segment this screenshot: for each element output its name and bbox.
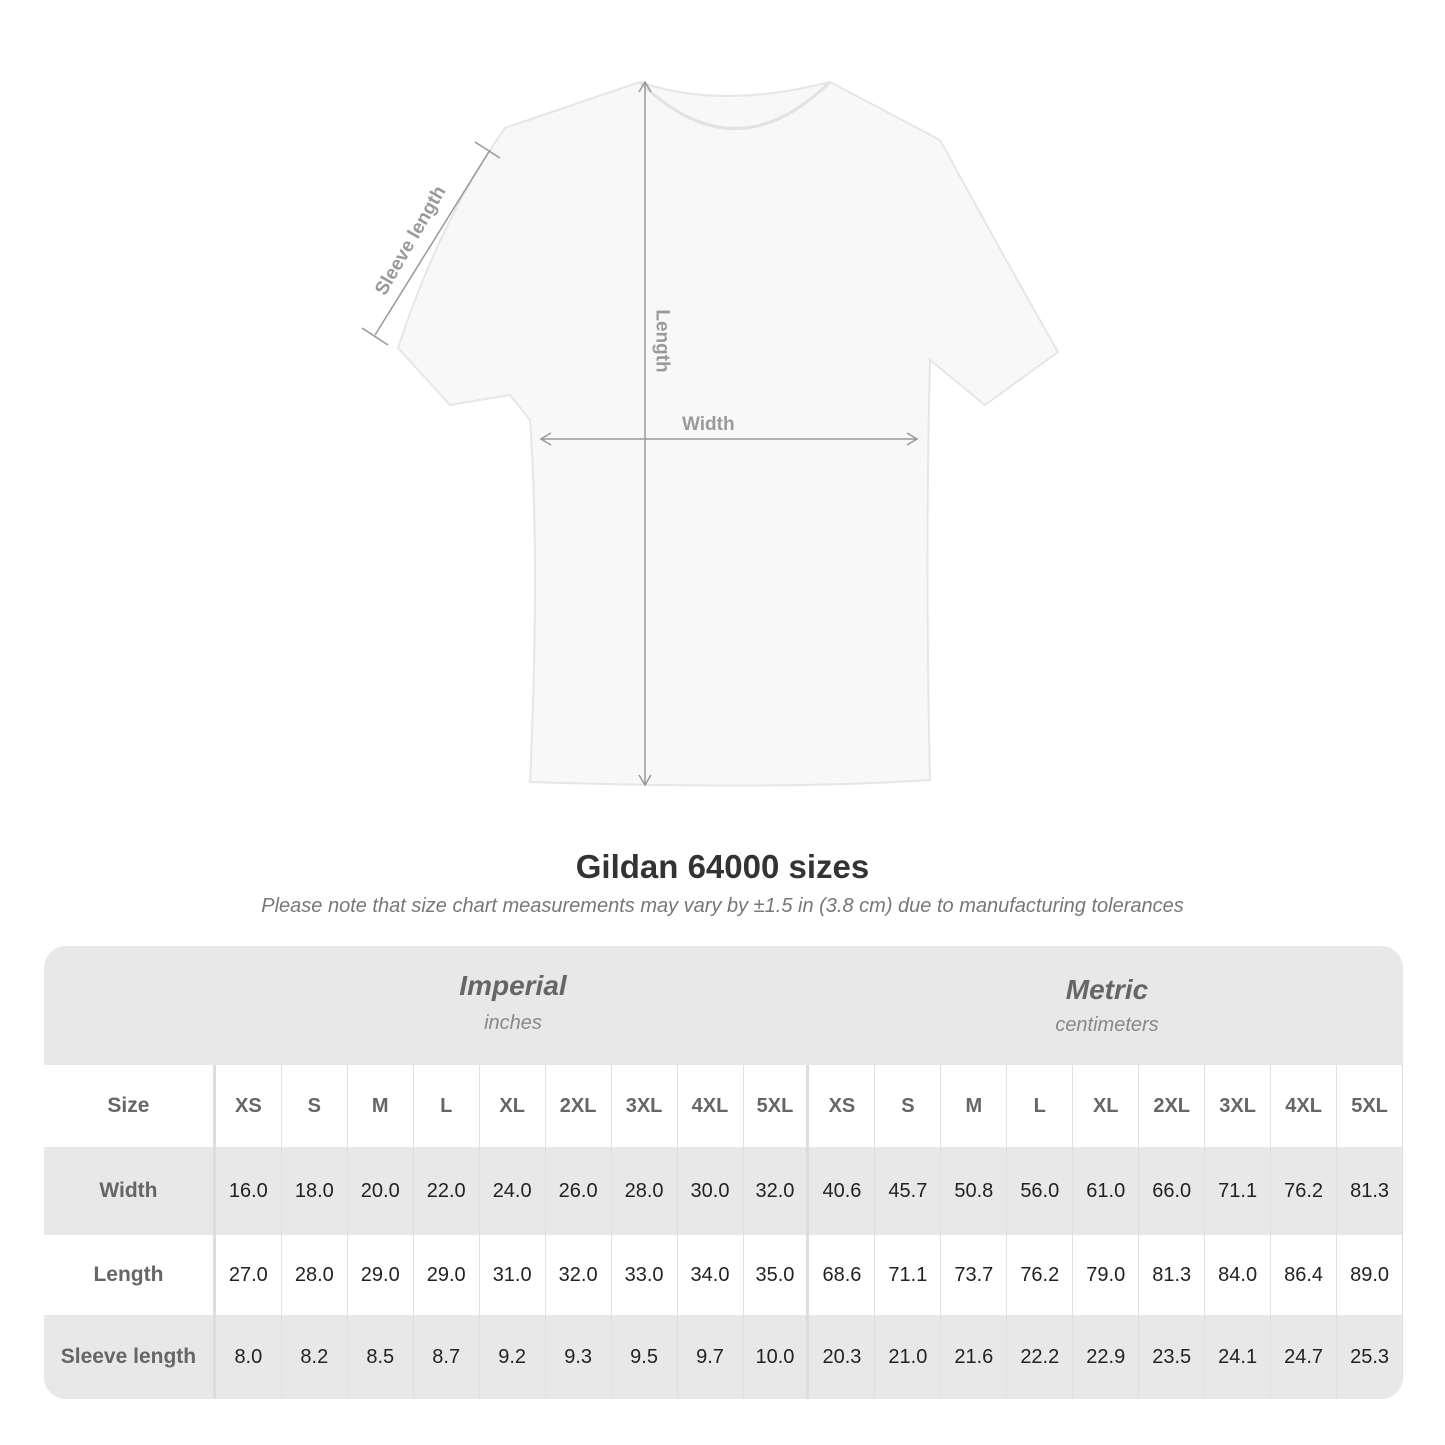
value-cell: 9.2 [480,1315,546,1399]
table-row: Length 27.0 28.0 29.0 29.0 31.0 32.0 33.0 34.0 35… [44,1235,1403,1315]
value-cell: 24.1 [1205,1315,1272,1399]
value-cell: 21.6 [941,1315,1008,1399]
value-cell: 45.7 [875,1147,942,1235]
metric-header: Metric centimeters [810,946,1403,1065]
value-cell: 25.3 [1337,1315,1403,1399]
value-cell: 40.6 [809,1147,876,1235]
value-cell: 32.0 [744,1147,810,1235]
value-cell: 8.7 [414,1315,480,1399]
imperial-title: Imperial [459,970,567,1001]
value-cell: 71.1 [875,1235,942,1315]
value-cell: 22.2 [1007,1315,1074,1399]
value-cell: 84.0 [1205,1235,1272,1315]
value-cell: 56.0 [1007,1147,1074,1235]
value-cell: 66.0 [1139,1147,1206,1235]
value-cell: 76.2 [1007,1235,1074,1315]
size-cell: XS [216,1065,282,1147]
metric-unit: centimeters [1055,1014,1159,1036]
value-cell: 76.2 [1271,1147,1338,1235]
size-cell: L [1007,1065,1074,1147]
value-cell: 73.7 [941,1235,1008,1315]
size-cell: 2XL [546,1065,612,1147]
value-cell: 35.0 [744,1235,810,1315]
value-cell: 68.6 [809,1235,876,1315]
value-cell: 8.0 [216,1315,282,1399]
value-cell: 79.0 [1073,1235,1140,1315]
tolerance-note: Please note that size chart measurements… [261,895,1184,917]
size-cell: 4XL [1271,1065,1338,1147]
value-cell: 20.0 [348,1147,414,1235]
row-label: Width [44,1147,216,1235]
value-cell: 31.0 [480,1235,546,1315]
metric-title: Metric [1065,974,1149,1005]
length-label: Length [651,309,673,373]
table-row: Width 16.0 18.0 20.0 22.0 24.0 26.0 28.0 30.0 32.… [44,1147,1403,1235]
table-row: Sleeve length 8.0 8.2 8.5 8.7 9.2 9.3 9.5 9.7 10.… [44,1315,1403,1399]
value-cell: 81.3 [1337,1147,1403,1235]
value-cell: 23.5 [1139,1315,1206,1399]
value-cell: 33.0 [612,1235,678,1315]
row-label: Size [44,1065,216,1147]
imperial-unit: inches [484,1012,542,1034]
value-cell: 10.0 [744,1315,810,1399]
value-cell: 21.0 [875,1315,942,1399]
value-cell: 8.2 [282,1315,348,1399]
value-cell: 24.7 [1271,1315,1338,1399]
value-cell: 26.0 [546,1147,612,1235]
size-cell: S [282,1065,348,1147]
size-cell: XL [1073,1065,1140,1147]
row-label: Length [44,1235,216,1315]
size-cell: 3XL [612,1065,678,1147]
value-cell: 9.7 [678,1315,744,1399]
size-cell: XL [480,1065,546,1147]
value-cell: 29.0 [348,1235,414,1315]
imperial-header: Imperial inches [216,946,810,1065]
value-cell: 86.4 [1271,1235,1338,1315]
value-cell: 22.0 [414,1147,480,1235]
tshirt-shape [396,80,1060,787]
value-cell: 20.3 [809,1315,876,1399]
value-cell: 22.9 [1073,1315,1140,1399]
size-cell: 3XL [1205,1065,1272,1147]
value-cell: 8.5 [348,1315,414,1399]
row-label: Sleeve length [44,1315,216,1399]
size-table: Imperial inches Metric centimeters Size X… [44,946,1403,1399]
value-cell: 27.0 [216,1235,282,1315]
value-cell: 18.0 [282,1147,348,1235]
page-title: Gildan 64000 sizes [575,848,870,885]
size-cell: M [941,1065,1008,1147]
size-cell: 4XL [678,1065,744,1147]
value-cell: 9.5 [612,1315,678,1399]
value-cell: 29.0 [414,1235,480,1315]
value-cell: 71.1 [1205,1147,1272,1235]
value-cell: 9.3 [546,1315,612,1399]
width-label: Width [682,414,735,435]
value-cell: 32.0 [546,1235,612,1315]
value-cell: 34.0 [678,1235,744,1315]
value-cell: 81.3 [1139,1235,1206,1315]
tshirt-diagram [361,80,1060,787]
measure-lines [361,80,919,787]
value-cell: 30.0 [678,1147,744,1235]
size-cell: 5XL [744,1065,810,1147]
value-cell: 61.0 [1073,1147,1140,1235]
value-cell: 89.0 [1337,1235,1403,1315]
value-cell: 24.0 [480,1147,546,1235]
value-cell: 28.0 [282,1235,348,1315]
value-cell: 16.0 [216,1147,282,1235]
size-header-row: Size XS S M L XL 2XL 3XL 4XL 5XL XS S M L XL 2XL 3XL 4XL 5… [44,1065,1403,1147]
size-cell: L [414,1065,480,1147]
value-cell: 50.8 [941,1147,1008,1235]
value-cell: 28.0 [612,1147,678,1235]
size-cell: 2XL [1139,1065,1206,1147]
size-cell: M [348,1065,414,1147]
size-cell: S [875,1065,942,1147]
size-cell: XS [809,1065,876,1147]
size-cell: 5XL [1337,1065,1403,1147]
